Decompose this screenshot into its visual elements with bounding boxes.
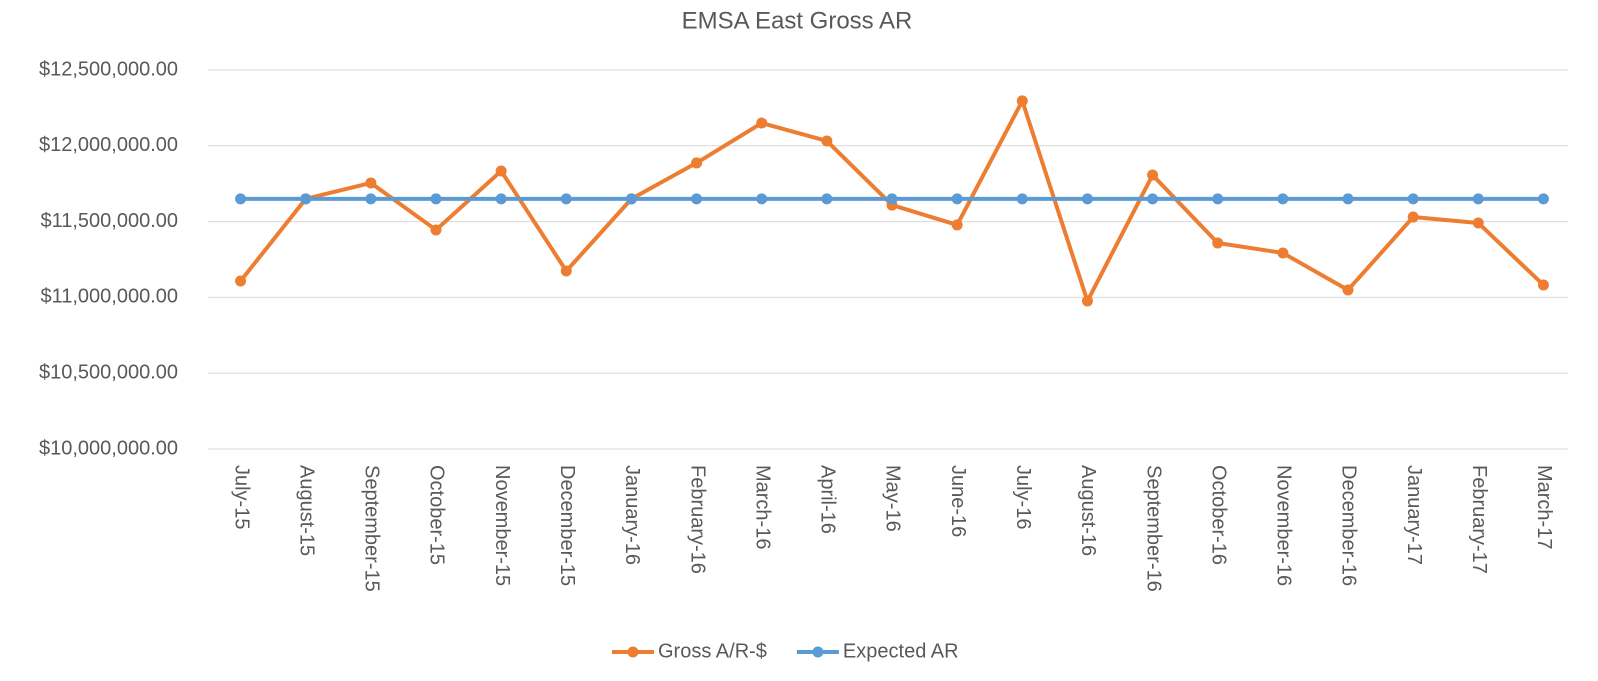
x-tick-label: February-17 bbox=[1468, 465, 1490, 574]
data-point bbox=[1472, 193, 1484, 205]
y-tick-label: $11,000,000.00 bbox=[40, 286, 178, 308]
y-tick-label: $10,500,000.00 bbox=[39, 361, 178, 383]
y-tick-label: $10,000,000.00 bbox=[39, 437, 178, 459]
data-point bbox=[1212, 237, 1224, 249]
data-point bbox=[235, 275, 247, 287]
x-tick-label: February-16 bbox=[686, 465, 708, 574]
data-point bbox=[691, 157, 703, 169]
x-tick-label: September-15 bbox=[361, 465, 383, 592]
data-point bbox=[1277, 193, 1289, 205]
data-point bbox=[756, 193, 768, 205]
data-point bbox=[1407, 211, 1419, 223]
x-tick-label: November-15 bbox=[491, 465, 513, 586]
x-tick-label: January-17 bbox=[1403, 465, 1425, 565]
data-point bbox=[1472, 217, 1484, 229]
data-point bbox=[1212, 193, 1224, 205]
x-tick-label: May-16 bbox=[882, 465, 904, 532]
data-point bbox=[235, 193, 247, 205]
data-point bbox=[951, 193, 963, 205]
legend-label: Expected AR bbox=[843, 640, 959, 662]
data-point bbox=[495, 193, 507, 205]
data-point bbox=[430, 224, 442, 236]
data-point bbox=[1342, 193, 1354, 205]
x-tick-label: December-15 bbox=[556, 465, 578, 586]
data-point bbox=[691, 193, 703, 205]
x-tick-label: December-16 bbox=[1338, 465, 1360, 586]
data-point bbox=[1016, 193, 1028, 205]
data-point bbox=[1537, 279, 1549, 291]
data-point bbox=[625, 193, 637, 205]
x-tick-label: October-16 bbox=[1207, 465, 1229, 565]
legend-label: Gross A/R-$ bbox=[658, 640, 767, 662]
legend-marker bbox=[812, 646, 824, 658]
y-tick-label: $11,500,000.00 bbox=[40, 210, 178, 232]
x-tick-label: July-15 bbox=[230, 465, 252, 529]
x-tick-label: March-16 bbox=[751, 465, 773, 549]
data-point bbox=[1277, 247, 1289, 259]
legend-marker bbox=[627, 646, 639, 658]
data-point bbox=[365, 193, 377, 205]
x-tick-label: June-16 bbox=[947, 465, 969, 537]
data-point bbox=[300, 193, 312, 205]
data-point bbox=[1342, 284, 1354, 296]
x-tick-label: April-16 bbox=[817, 465, 839, 534]
x-tick-label: November-16 bbox=[1273, 465, 1295, 586]
data-point bbox=[560, 265, 572, 277]
data-point bbox=[495, 165, 507, 177]
data-point bbox=[365, 177, 377, 189]
chart-title: EMSA East Gross AR bbox=[682, 7, 913, 34]
data-point bbox=[951, 219, 963, 231]
y-tick-label: $12,500,000.00 bbox=[39, 58, 178, 80]
data-point bbox=[821, 193, 833, 205]
data-point bbox=[1081, 295, 1093, 307]
x-tick-label: January-16 bbox=[621, 465, 643, 565]
data-point bbox=[1147, 169, 1159, 181]
data-point bbox=[1147, 193, 1159, 205]
x-tick-label: August-15 bbox=[295, 465, 317, 556]
x-tick-label: March-17 bbox=[1533, 465, 1555, 549]
data-point bbox=[1537, 193, 1549, 205]
data-point bbox=[756, 117, 768, 129]
x-tick-label: July-16 bbox=[1012, 465, 1034, 529]
data-point bbox=[1081, 193, 1093, 205]
x-tick-label: September-16 bbox=[1142, 465, 1164, 592]
data-point bbox=[560, 193, 572, 205]
data-point bbox=[1016, 95, 1028, 107]
data-point bbox=[1407, 193, 1419, 205]
x-tick-label: October-15 bbox=[426, 465, 448, 565]
data-point bbox=[886, 193, 898, 205]
data-point bbox=[821, 135, 833, 147]
x-tick-label: August-16 bbox=[1077, 465, 1099, 556]
data-point bbox=[430, 193, 442, 205]
y-tick-label: $12,000,000.00 bbox=[39, 134, 178, 156]
